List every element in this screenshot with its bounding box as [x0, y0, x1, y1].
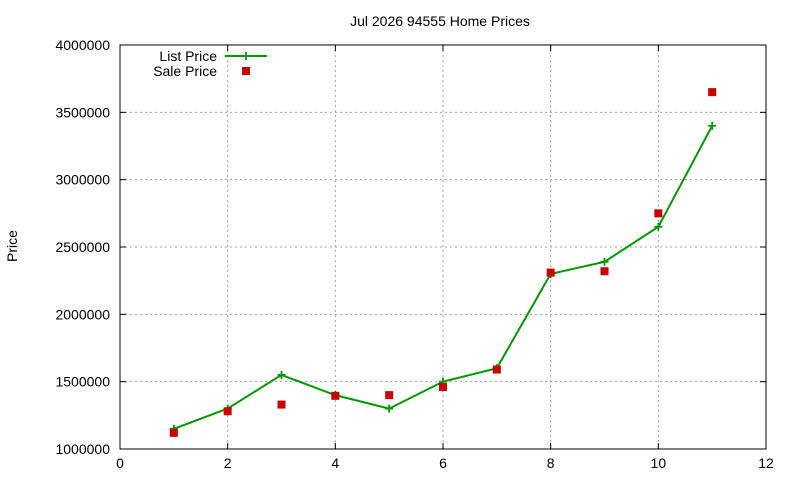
legend-marker — [242, 52, 250, 60]
y-tick-label: 1000000 — [55, 441, 110, 457]
y-axis-tick-labels: 1000000 1500000 2000000 2500000 3000000 35000… — [55, 37, 110, 457]
x-axis-tick-labels: 0 2 4 6 8 10 12 — [116, 455, 774, 471]
chart-title: Jul 2026 94555 Home Prices — [350, 13, 530, 29]
y-tick-label: 1500000 — [55, 374, 110, 390]
x-tick-label: 8 — [547, 455, 555, 471]
data-point — [277, 370, 286, 379]
data-point — [223, 407, 232, 416]
y-tick-label: 2500000 — [55, 239, 110, 255]
y-axis-label: Price — [4, 230, 20, 262]
y-tick-label: 3500000 — [55, 104, 110, 120]
legend-label: Sale Price — [153, 63, 217, 79]
data-point — [546, 268, 555, 277]
data-point — [169, 428, 178, 437]
series-sale-price — [169, 88, 717, 437]
y-tick-label: 2000000 — [55, 306, 110, 322]
data-point — [708, 88, 717, 97]
data-point — [654, 222, 663, 231]
data-point — [600, 267, 609, 276]
data-point — [492, 365, 501, 374]
x-tick-label: 2 — [224, 455, 232, 471]
legend-marker — [242, 67, 250, 75]
data-point — [331, 391, 340, 400]
y-tick-label: 3000000 — [55, 172, 110, 188]
data-point — [439, 383, 447, 392]
data-point — [385, 404, 394, 413]
data-point — [277, 400, 286, 409]
data-point — [385, 391, 394, 400]
grid-lines — [120, 45, 766, 449]
series-layer — [169, 88, 717, 437]
y-tick-label: 4000000 — [55, 37, 110, 53]
x-tick-label: 6 — [439, 455, 447, 471]
data-point — [708, 121, 717, 130]
legend-label: List Price — [159, 48, 217, 64]
x-tick-label: 12 — [758, 455, 774, 471]
x-tick-label: 4 — [331, 455, 339, 471]
data-point — [600, 257, 609, 266]
data-point — [654, 209, 663, 218]
x-tick-label: 0 — [116, 455, 124, 471]
x-tick-label: 10 — [651, 455, 667, 471]
axis-ticks — [119, 44, 767, 450]
